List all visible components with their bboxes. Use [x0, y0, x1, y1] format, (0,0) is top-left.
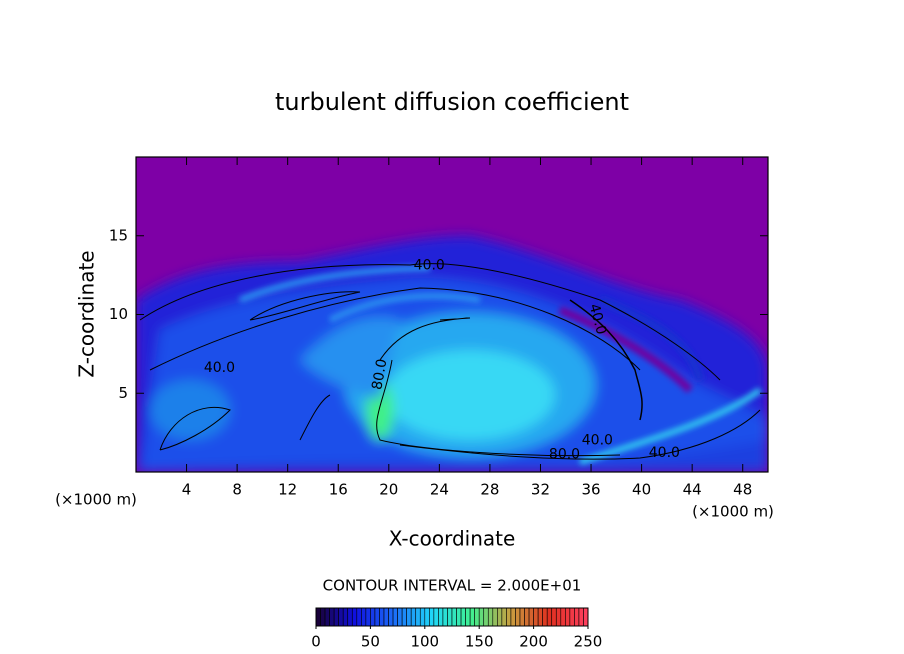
colorbar-swatch	[433, 607, 439, 627]
colorbar-swatch	[329, 607, 335, 627]
x-tick-label: 40	[632, 481, 651, 499]
colorbar-swatch	[478, 607, 485, 627]
colorbar-frame	[315, 607, 589, 627]
colorbar-swatch	[474, 607, 480, 627]
colorbar-swatch	[415, 607, 421, 627]
colorbar-swatch	[429, 607, 435, 627]
x-tick-label: 20	[379, 481, 398, 499]
contour-label: 40.0	[586, 302, 610, 336]
colorbar-swatch	[574, 607, 580, 627]
field	[136, 157, 768, 472]
colorbar-swatch	[551, 607, 557, 627]
colorbar-tick-label: 50	[361, 633, 380, 651]
colorbar-swatch	[542, 607, 548, 627]
x-tick-label: 16	[329, 481, 348, 499]
colorbar-swatch	[555, 607, 562, 627]
contour-label: 40.0	[414, 258, 445, 274]
colorbar-swatch	[483, 607, 489, 627]
colorbar-tick-label: 100	[410, 633, 439, 651]
colorbar-swatch	[442, 607, 448, 627]
y-axis-label: Z-coordinate	[75, 250, 99, 377]
colorbar-swatch	[320, 607, 326, 627]
colorbar-tick-label: 150	[465, 633, 494, 651]
x-tick-label: 44	[683, 481, 702, 499]
chart-title: turbulent diffusion coefficient	[275, 88, 629, 116]
x-unit-right: (×1000 m)	[692, 503, 774, 521]
contour-label: 40.0	[649, 445, 680, 461]
colorbar-swatch	[578, 607, 584, 627]
colorbar-swatch	[438, 607, 444, 627]
colorbar-swatch	[515, 607, 521, 627]
x-tick-label: 4	[182, 481, 192, 499]
x-tick-label: 36	[581, 481, 600, 499]
x-tick-label: 24	[430, 481, 449, 499]
colorbar-swatch	[451, 607, 457, 627]
colorbar-swatch	[492, 607, 498, 627]
colorbar-swatch	[447, 607, 453, 627]
colorbar-swatch	[424, 607, 430, 627]
colorbar-swatch	[342, 607, 349, 627]
colorbar-swatch	[324, 607, 330, 627]
colorbar-swatch	[501, 607, 507, 627]
y-tick-label: 5	[118, 384, 128, 402]
colorbar-swatch	[388, 607, 394, 627]
colorbar-swatch	[410, 607, 417, 627]
colorbar-swatch	[510, 607, 516, 627]
contour-interval: CONTOUR INTERVAL = 2.000E+01	[323, 577, 582, 595]
colorbar-swatch	[419, 607, 426, 627]
contour-label: 80.0	[369, 358, 390, 391]
x-tick-label: 48	[733, 481, 752, 499]
colorbar-tick-label: 0	[311, 633, 321, 651]
colorbar-swatch	[533, 607, 539, 627]
y-tick-label: 10	[109, 305, 128, 323]
colorbar-swatch	[347, 607, 353, 627]
colorbar-swatch	[565, 607, 571, 627]
contour-label: 40.0	[204, 360, 235, 376]
x-tick-label: 32	[531, 481, 550, 499]
colorbar-swatch	[365, 607, 371, 627]
colorbar-swatch	[379, 607, 385, 627]
colorbar-swatch	[351, 607, 358, 627]
colorbar-swatch	[528, 607, 534, 627]
x-axis-label: X-coordinate	[389, 527, 516, 551]
colorbar-swatch	[469, 607, 475, 627]
colorbar-swatch	[392, 607, 398, 627]
colorbar-swatch	[497, 607, 503, 627]
y-tick-label: 15	[109, 226, 128, 244]
colorbar-swatch	[333, 607, 339, 627]
colorbar-swatch	[560, 607, 566, 627]
colorbar-tick-label: 250	[574, 633, 603, 651]
colorbar-swatch	[519, 607, 525, 627]
colorbar-swatch	[383, 607, 389, 627]
x-unit-left: (×1000 m)	[55, 491, 137, 509]
colorbar-tick-label: 200	[519, 633, 548, 651]
contour-label: 40.0	[582, 433, 613, 449]
colorbar-swatch	[456, 607, 462, 627]
colorbar-swatch	[460, 607, 466, 627]
colorbar-swatch	[370, 607, 376, 627]
colorbar-swatch	[356, 607, 362, 627]
colorbar-swatch	[487, 607, 494, 627]
colorbar-swatch	[465, 607, 471, 627]
colorbar-swatch	[506, 607, 512, 627]
x-tick-label: 28	[480, 481, 499, 499]
colorbar-swatch	[537, 607, 543, 627]
colorbar-swatch	[338, 607, 344, 627]
colorbar-swatch	[397, 607, 403, 627]
colorbar-swatch	[361, 607, 367, 627]
colorbar-swatch	[315, 607, 321, 627]
contour-label: 80.0	[549, 447, 580, 463]
colorbar-swatch	[569, 607, 575, 627]
colorbar-swatch	[406, 607, 412, 627]
colorbar-swatch	[401, 607, 407, 627]
colorbar-swatch	[546, 607, 553, 627]
x-tick-label: 12	[278, 481, 297, 499]
colorbar-swatch	[374, 607, 380, 627]
colorbar-swatch	[583, 607, 589, 627]
colorbar-swatch	[524, 607, 530, 627]
x-tick-label: 8	[232, 481, 242, 499]
